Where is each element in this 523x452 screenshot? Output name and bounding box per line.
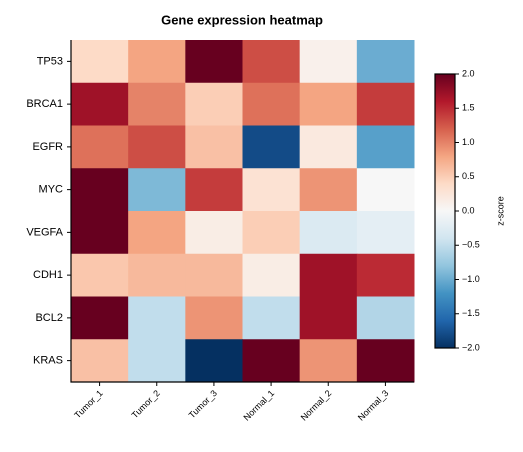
heatmap-cell (242, 253, 301, 297)
y-tick-label: BRCA1 (26, 98, 63, 110)
axes-frame (70, 40, 414, 383)
y-tick-label: KRAS (33, 355, 63, 367)
colorbar-tick-label: 2.0 (462, 68, 475, 78)
colorbar-label: z-score (495, 196, 505, 226)
heatmap-cell (185, 253, 243, 297)
heatmap-cell (242, 82, 301, 126)
heatmap-cell (185, 168, 243, 212)
heatmap-cell (299, 253, 358, 297)
heatmap-cell (185, 82, 243, 126)
heatmap-cell (242, 40, 301, 84)
heatmap-cell (71, 40, 129, 84)
x-tick-label: Normal_1 (242, 388, 277, 423)
colorbar-tick-label: −0.5 (462, 240, 480, 250)
y-tick-label: CDH1 (33, 269, 63, 281)
heatmap-cell (71, 211, 129, 255)
heatmap-cell (242, 339, 301, 383)
y-tick-label: VEGFA (26, 226, 63, 238)
heatmap-cell (71, 253, 129, 297)
x-tick-label: Tumor_3 (187, 388, 219, 420)
heatmap-cell (128, 82, 186, 126)
heatmap-cell (356, 125, 415, 169)
y-tick-label: BCL2 (35, 312, 63, 324)
colorbar-tick-label: 0.0 (462, 205, 475, 215)
x-tick-label: Normal_2 (299, 388, 334, 423)
heatmap-cell (128, 40, 186, 84)
heatmap-cell (356, 253, 415, 297)
heatmap-cell (128, 339, 186, 383)
heatmap-cell (356, 211, 415, 255)
heatmap-cell (71, 296, 129, 340)
heatmap-cell (356, 40, 415, 84)
heatmap-cell (299, 40, 358, 84)
heatmap-cell (128, 125, 186, 169)
heatmap-cell (242, 125, 301, 169)
heatmap-cell (299, 211, 358, 255)
chart-title: Gene expression heatmap (161, 12, 323, 27)
heatmap-cell (128, 211, 186, 255)
colorbar-tick-label: −2.0 (462, 342, 480, 352)
heatmap-cell (356, 339, 415, 383)
colorbar-tick-label: 0.5 (462, 171, 475, 181)
heatmap-cell (242, 168, 301, 212)
heatmap-cell (71, 125, 129, 169)
heatmap-cell (128, 253, 186, 297)
colorbar-tick-label: 1.5 (462, 103, 475, 113)
colorbar-tick-label: −1.5 (462, 308, 480, 318)
heatmap-cell (299, 82, 358, 126)
heatmap-cell (128, 168, 186, 212)
heatmap-cell (242, 211, 301, 255)
heatmap-cell (71, 82, 129, 126)
y-tick-label: TP53 (37, 55, 63, 67)
x-tick-label: Tumor_2 (130, 388, 162, 420)
heatmap-cell (185, 40, 243, 84)
heatmap-cell (71, 339, 129, 383)
heatmap-cell (185, 211, 243, 255)
heatmap-cell (185, 125, 243, 169)
heatmap-cell (185, 296, 243, 340)
x-tick-label: Normal_3 (356, 388, 391, 423)
heatmap-cell (356, 82, 415, 126)
heatmap-cell (356, 296, 415, 340)
colorbar-tick-label: 1.0 (462, 137, 475, 147)
heatmap-cell (71, 168, 129, 212)
y-tick-label: MYC (39, 184, 64, 196)
heatmap-cell (128, 296, 186, 340)
colorbar (434, 73, 456, 349)
heatmap-cell (299, 125, 358, 169)
x-tick-label: Tumor_1 (72, 388, 104, 420)
heatmap-cell (299, 168, 358, 212)
heatmap-cell (185, 339, 243, 383)
heatmap-cell (299, 296, 358, 340)
heatmap-cell (242, 296, 301, 340)
colorbar-tick-label: −1.0 (462, 274, 480, 284)
heatmap-cell (356, 168, 415, 212)
y-tick-label: EGFR (32, 141, 63, 153)
heatmap-cell (299, 339, 358, 383)
